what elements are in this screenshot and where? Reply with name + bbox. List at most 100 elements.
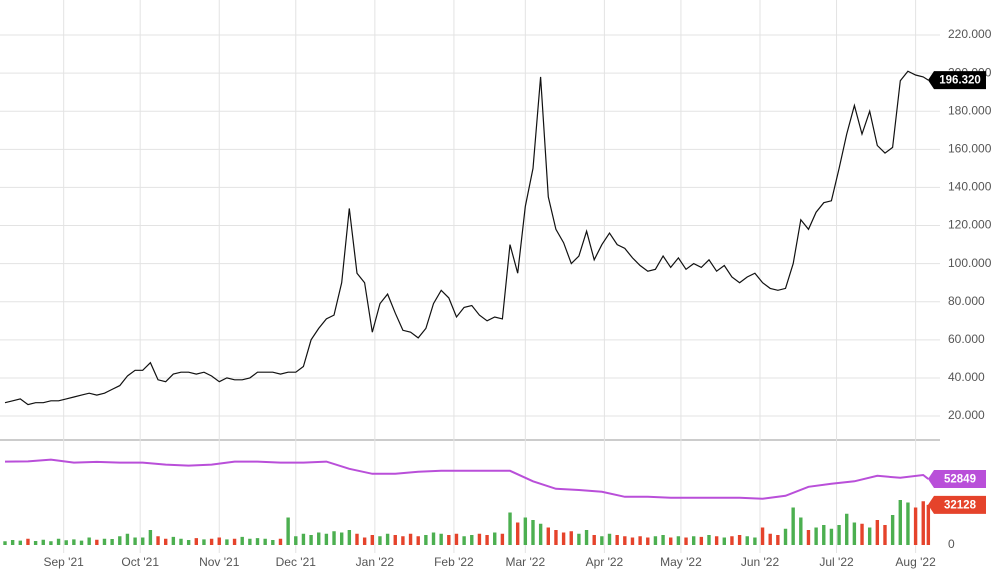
volume-bar	[56, 538, 61, 545]
volume-bar	[385, 533, 390, 545]
volume-bar	[867, 527, 872, 545]
x-tick-label: Jun '22	[741, 555, 780, 569]
volume-bar	[669, 537, 673, 545]
volume-bar	[776, 535, 780, 545]
volume-bar	[615, 535, 619, 545]
volume-bar	[286, 517, 290, 545]
volume-bar	[49, 541, 53, 545]
volume-bar	[133, 537, 137, 545]
volume-bar	[401, 536, 405, 545]
volume-bar	[921, 501, 925, 545]
volume-bar	[408, 533, 413, 545]
volume-bar	[317, 532, 321, 545]
volume-bar	[630, 537, 635, 545]
y-tick-label: 20.000	[948, 408, 985, 422]
volume-bar	[546, 527, 550, 545]
volume-bar	[845, 513, 849, 545]
price-badge: 196.320	[939, 75, 981, 87]
volume-bar	[179, 538, 183, 545]
x-tick-label: May '22	[660, 555, 702, 569]
volume-bar	[569, 531, 573, 545]
volume-badge: 32128	[944, 499, 977, 511]
volume-bar	[822, 525, 826, 545]
y-tick-label: 140.000	[948, 180, 992, 194]
volume-bar	[225, 539, 229, 545]
volume-bar	[684, 537, 688, 545]
volume-bar	[347, 530, 352, 545]
volume-bar	[294, 536, 298, 545]
volume-bar	[737, 535, 742, 545]
volume-bar	[194, 538, 199, 545]
volume-bar	[324, 533, 329, 545]
volume-bar	[607, 533, 612, 545]
volume-bar	[829, 528, 834, 545]
volume-bar	[753, 537, 757, 545]
volume-bar	[561, 532, 566, 545]
volume-bar	[638, 536, 642, 545]
x-tick-label: Oct '21	[121, 555, 159, 569]
volume-bar	[554, 530, 558, 545]
y-tick-label: 120.000	[948, 218, 992, 232]
volume-bar	[783, 528, 788, 545]
price-badge-bg	[928, 71, 986, 90]
volume-bar	[799, 517, 803, 545]
volume-bar	[623, 536, 627, 545]
volume-bar	[500, 533, 505, 545]
volume-bar	[217, 537, 221, 545]
price-line	[4, 70, 929, 406]
volume-bar	[852, 522, 857, 545]
volume-bar	[538, 523, 543, 545]
volume-bar	[699, 536, 704, 545]
x-tick-label: Dec '21	[276, 555, 317, 569]
volume-bar	[898, 500, 902, 545]
x-tick-label: Sep '21	[44, 555, 85, 569]
volume-bar	[926, 504, 931, 545]
volume-bar	[232, 538, 237, 545]
x-tick-label: Nov '21	[199, 555, 240, 569]
volume-bar	[707, 535, 711, 545]
x-tick-label: Feb '22	[434, 555, 474, 569]
volume-bar	[209, 538, 214, 545]
volume-bar	[263, 538, 267, 545]
volume-bar	[79, 540, 84, 545]
volume-bar	[370, 535, 374, 545]
volume-bar	[26, 538, 30, 545]
volume-bar	[906, 502, 910, 545]
volume-bar	[515, 522, 520, 545]
x-tick-label: Aug '22	[895, 555, 936, 569]
volume-bar	[454, 533, 459, 545]
volume-bar	[339, 532, 344, 545]
x-tick-label: Mar '22	[506, 555, 546, 569]
volume-bar	[332, 531, 336, 545]
volume-bar	[248, 538, 252, 545]
volume-bar	[278, 538, 283, 545]
volume-bar	[676, 536, 681, 545]
volume-bar	[760, 527, 765, 545]
volume-bar	[722, 537, 726, 545]
volume-bar	[10, 540, 15, 545]
volume-bar	[309, 535, 313, 545]
volume-bar	[393, 535, 397, 545]
volume-bar	[806, 530, 811, 545]
volume-bar	[531, 520, 535, 545]
volume-bar	[240, 536, 244, 545]
volume-line	[4, 458, 929, 500]
volume-bar	[691, 536, 696, 545]
volume-bar	[584, 530, 589, 545]
volume-bar	[148, 530, 153, 545]
volume-bar	[64, 540, 68, 545]
volume-bar	[890, 515, 895, 545]
volume-bar	[439, 533, 443, 545]
volume-bar	[875, 520, 880, 545]
y-tick-label: 100.000	[948, 256, 992, 270]
volume-bar	[477, 533, 482, 545]
y-tick-label: 60.000	[948, 332, 985, 346]
volume-bar	[470, 535, 474, 545]
volume-bar	[592, 535, 596, 545]
volume-bar	[378, 536, 382, 545]
volume-bar	[118, 536, 122, 545]
y-tick-label: 180.000	[948, 103, 992, 117]
volume-bar	[416, 536, 420, 545]
